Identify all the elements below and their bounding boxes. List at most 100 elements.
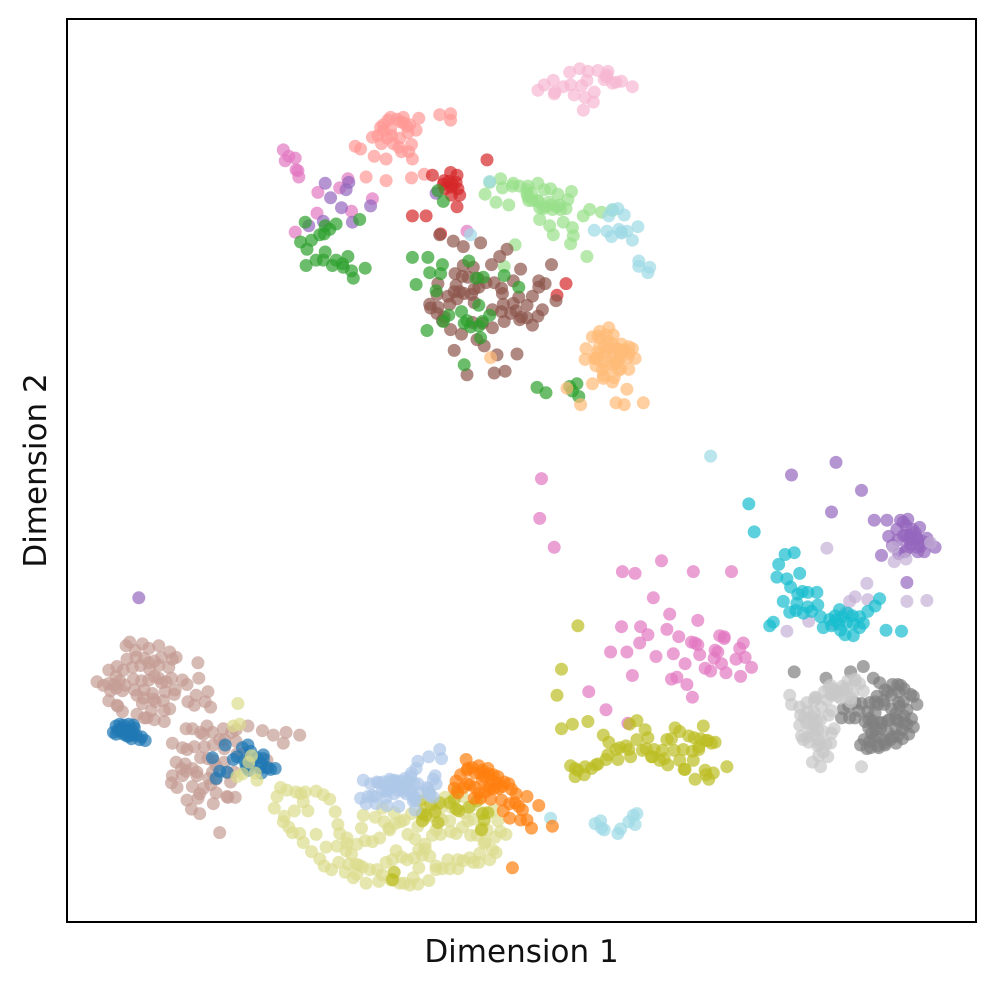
data-point — [483, 853, 497, 867]
data-point — [899, 552, 913, 566]
data-point — [822, 680, 836, 694]
data-point — [497, 269, 511, 282]
data-point — [512, 280, 526, 294]
data-point — [130, 688, 144, 702]
data-point — [467, 791, 481, 805]
series-7 — [464, 175, 718, 840]
data-point — [279, 725, 293, 739]
data-point — [233, 717, 247, 731]
data-point — [665, 672, 678, 686]
data-point — [433, 228, 447, 242]
data-point — [450, 200, 464, 214]
data-point — [686, 753, 700, 767]
data-point — [661, 758, 675, 772]
data-point — [309, 827, 323, 841]
data-point — [924, 536, 937, 550]
data-point — [204, 700, 218, 714]
data-point — [742, 497, 756, 511]
data-point — [595, 821, 608, 835]
data-point — [305, 845, 318, 859]
data-point — [311, 185, 325, 199]
data-point — [380, 799, 394, 812]
data-point — [165, 671, 178, 685]
data-point — [678, 657, 692, 671]
data-point — [445, 177, 459, 191]
data-point — [615, 225, 628, 239]
data-point — [495, 793, 508, 807]
data-point — [604, 645, 618, 659]
data-point — [633, 636, 647, 650]
data-point — [152, 639, 166, 653]
data-point — [820, 541, 834, 555]
data-point — [581, 715, 595, 728]
data-point — [497, 259, 511, 273]
data-point — [532, 280, 546, 294]
data-point — [620, 645, 634, 659]
data-point — [323, 792, 337, 806]
data-point — [180, 743, 194, 756]
data-point — [630, 733, 644, 747]
data-point — [496, 804, 510, 818]
data-point — [546, 228, 560, 242]
data-point — [520, 790, 534, 803]
data-point — [333, 827, 347, 840]
data-point — [495, 287, 509, 300]
data-point — [485, 258, 498, 272]
data-point — [226, 753, 240, 766]
data-point — [867, 513, 881, 527]
data-point — [190, 765, 204, 779]
plot-frame — [66, 18, 977, 923]
data-point — [660, 622, 674, 636]
data-point — [879, 623, 893, 637]
data-point — [209, 786, 223, 800]
data-point — [688, 772, 702, 786]
data-point — [844, 695, 858, 709]
data-point — [484, 792, 498, 806]
data-point — [491, 814, 505, 828]
data-point — [350, 867, 364, 881]
data-point — [601, 64, 615, 78]
data-point — [892, 696, 906, 710]
data-point — [165, 736, 179, 750]
data-point — [565, 717, 579, 731]
data-point — [641, 266, 655, 280]
data-point — [855, 760, 868, 774]
data-point — [392, 140, 406, 154]
data-point — [451, 853, 465, 867]
data-point — [291, 164, 305, 178]
data-point — [137, 711, 151, 725]
data-point — [889, 736, 903, 750]
data-point — [677, 762, 691, 776]
data-point — [583, 203, 597, 216]
data-point — [405, 209, 419, 223]
data-point — [165, 769, 179, 783]
data-point — [579, 342, 593, 356]
data-point — [617, 208, 631, 222]
data-point — [796, 733, 810, 747]
data-point — [535, 472, 548, 486]
data-point — [288, 225, 302, 239]
data-point — [680, 678, 694, 691]
data-point — [814, 760, 828, 774]
data-point — [550, 200, 564, 214]
data-point — [163, 702, 177, 716]
data-point — [776, 594, 790, 608]
data-point — [375, 868, 389, 882]
data-point — [785, 468, 798, 482]
data-point — [587, 223, 601, 237]
data-point — [824, 736, 838, 750]
data-point — [747, 525, 761, 539]
data-point — [478, 187, 492, 201]
data-point — [797, 711, 811, 725]
data-point — [453, 285, 467, 299]
data-point — [192, 671, 206, 685]
data-point — [104, 684, 118, 698]
data-point — [574, 398, 588, 412]
data-point — [641, 731, 655, 745]
data-point — [267, 801, 281, 815]
data-point — [611, 753, 625, 766]
data-point — [686, 565, 700, 579]
data-point — [431, 816, 445, 830]
data-point — [498, 364, 512, 378]
data-point — [787, 546, 801, 560]
